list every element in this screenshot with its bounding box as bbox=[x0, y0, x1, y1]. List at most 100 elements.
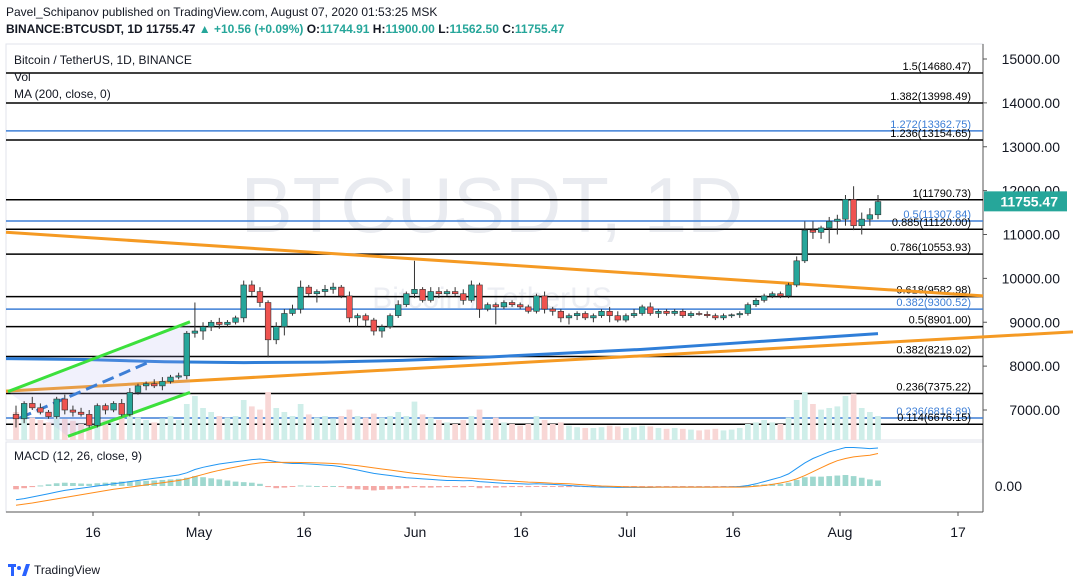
y-tick-label: 15000.00 bbox=[1002, 51, 1061, 67]
volume-bar bbox=[289, 416, 296, 440]
candle-body bbox=[167, 376, 174, 382]
candle-body bbox=[289, 308, 296, 314]
candle-body bbox=[647, 306, 654, 314]
candle-body bbox=[362, 315, 369, 321]
candle-body bbox=[110, 403, 117, 411]
volume-bar bbox=[354, 416, 361, 440]
macd-histogram-bar bbox=[867, 479, 873, 486]
candle-body bbox=[321, 289, 329, 292]
volume-bar bbox=[45, 422, 52, 440]
macd-histogram-bar bbox=[810, 476, 816, 486]
macd-histogram-bar bbox=[842, 475, 849, 486]
volume-bar bbox=[110, 422, 117, 440]
candle-body bbox=[86, 414, 93, 426]
macd-histogram-bar bbox=[549, 486, 556, 487]
price-pane-legend: Bitcoin / TetherUS, 1D, BINANCE Vol MA (… bbox=[14, 52, 192, 103]
volume-bar bbox=[460, 420, 467, 440]
lower-trendline bbox=[5, 330, 1073, 393]
macd-histogram-bar bbox=[484, 486, 491, 488]
volume-bar bbox=[688, 429, 694, 440]
volume-bar bbox=[761, 420, 767, 440]
volume-bar bbox=[452, 424, 458, 440]
candle-body bbox=[817, 227, 825, 233]
candle-body bbox=[736, 313, 743, 316]
fib-level-label: 0.5(8901.00) bbox=[909, 315, 971, 327]
candle-body bbox=[297, 286, 304, 310]
fib-level-label: 1.382(13998.49) bbox=[890, 91, 971, 103]
candle-body bbox=[370, 319, 377, 332]
macd-histogram-bar bbox=[37, 485, 44, 487]
high-label: H: bbox=[372, 22, 386, 36]
candle-body bbox=[273, 326, 280, 341]
macd-histogram-bar bbox=[801, 477, 808, 486]
macd-histogram-bar bbox=[70, 482, 76, 486]
volume-bar bbox=[655, 428, 662, 440]
volume-bar bbox=[224, 417, 231, 440]
volume-bar bbox=[143, 420, 149, 440]
candle-body bbox=[728, 314, 735, 317]
volume-bar bbox=[631, 427, 637, 440]
candle-body bbox=[330, 286, 337, 290]
candle-body bbox=[850, 199, 857, 227]
macd-histogram-bar bbox=[468, 486, 475, 487]
macd-histogram-bar bbox=[663, 486, 670, 487]
candle-body bbox=[94, 405, 101, 426]
volume-bar bbox=[314, 417, 320, 440]
volume-bar bbox=[175, 420, 182, 440]
macd-histogram-bar bbox=[793, 479, 800, 486]
macd-histogram-bar bbox=[240, 482, 247, 486]
macd-histogram-bar bbox=[208, 478, 215, 486]
legend-ma: MA (200, close, 0) bbox=[14, 87, 111, 101]
y-tick-label: 11000.00 bbox=[1003, 227, 1061, 243]
macd-histogram-bar bbox=[419, 486, 426, 488]
macd-histogram-bar bbox=[175, 478, 182, 486]
x-tick-label: Aug bbox=[828, 524, 853, 540]
macd-histogram-bar bbox=[525, 486, 532, 488]
macd-histogram-bar bbox=[411, 486, 418, 488]
macd-histogram-bar bbox=[346, 486, 353, 489]
candle-body bbox=[663, 310, 670, 314]
macd-histogram-bar bbox=[362, 486, 369, 490]
candle-body bbox=[777, 293, 784, 297]
x-tick-label: 16 bbox=[725, 524, 741, 540]
candle-body bbox=[199, 326, 207, 332]
volume-bar bbox=[492, 417, 499, 440]
tradingview-logo[interactable]: TradingView bbox=[8, 560, 100, 580]
tradingview-logo-icon bbox=[8, 564, 30, 576]
volume-bar bbox=[696, 430, 702, 440]
macd-histogram-bar bbox=[647, 486, 654, 487]
candle-body bbox=[557, 310, 564, 319]
candle-body bbox=[20, 403, 28, 420]
volume-bar bbox=[200, 408, 206, 440]
macd-histogram-bar bbox=[501, 486, 507, 488]
volume-bar bbox=[322, 416, 328, 440]
volume-bar bbox=[305, 414, 312, 440]
volume-bar bbox=[501, 422, 507, 440]
volume-bar bbox=[671, 428, 678, 440]
symbol-line: BINANCE:BTCUSDT, 1D 11755.47 ▲ +10.56 (+… bbox=[6, 21, 1066, 38]
x-tick-label: 16 bbox=[85, 524, 101, 540]
volume-bar bbox=[135, 417, 141, 440]
macd-histogram-bar bbox=[436, 486, 442, 488]
candle-body bbox=[435, 291, 443, 295]
legend-title: Bitcoin / TetherUS, 1D, BINANCE bbox=[14, 53, 192, 67]
candle-body bbox=[403, 293, 410, 306]
candle-body bbox=[37, 407, 44, 413]
volume-bar bbox=[533, 416, 540, 440]
candle-body bbox=[208, 321, 215, 327]
macd-histogram-bar bbox=[13, 486, 19, 490]
last-price-tag: 11755.47 bbox=[1000, 193, 1058, 209]
candle-body bbox=[598, 310, 605, 316]
volume-bar bbox=[281, 412, 288, 440]
volume-bar bbox=[411, 401, 418, 440]
candle-body bbox=[53, 398, 60, 417]
volume-bar bbox=[574, 427, 580, 440]
volume-bar bbox=[248, 406, 255, 440]
candle-body bbox=[590, 315, 597, 319]
macd-histogram-bar bbox=[192, 476, 198, 486]
macd-histogram-bar bbox=[183, 477, 190, 486]
volume-bar bbox=[769, 422, 776, 440]
volume-bar bbox=[346, 409, 353, 440]
volume-bar bbox=[517, 425, 524, 440]
